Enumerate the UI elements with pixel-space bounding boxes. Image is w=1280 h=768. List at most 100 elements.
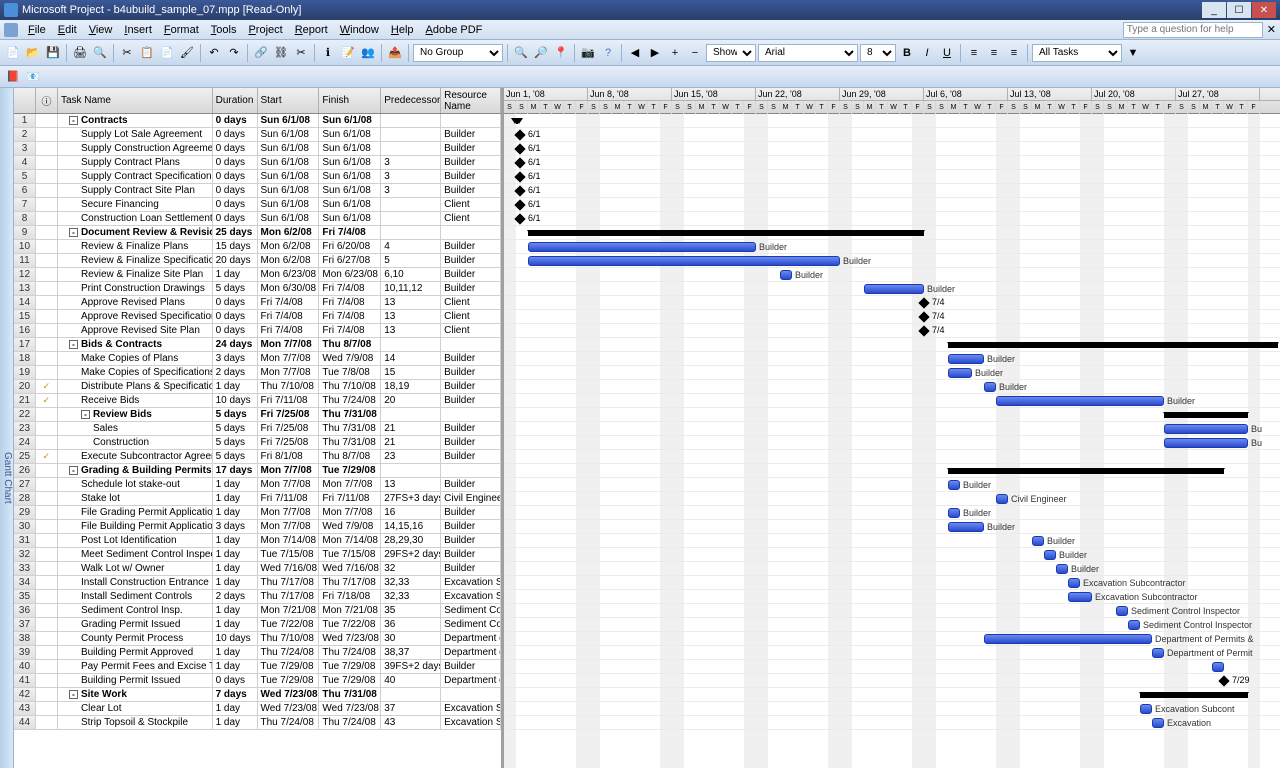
col-header-resource[interactable]: Resource Name (441, 88, 501, 113)
resource-cell[interactable]: Department of P (441, 646, 501, 659)
duration-cell[interactable]: 1 day (213, 478, 258, 491)
outline-toggle[interactable]: - (69, 116, 78, 125)
gantt-row[interactable]: Builder (504, 352, 1280, 366)
task-name-cell[interactable]: Approve Revised Plans (58, 296, 213, 309)
milestone-marker[interactable] (514, 143, 525, 154)
task-name-cell[interactable]: -Grading & Building Permits (58, 464, 213, 477)
finish-cell[interactable]: Mon 7/21/08 (319, 604, 381, 617)
gantt-row[interactable]: Builder (504, 478, 1280, 492)
resource-cell[interactable]: Builder (441, 352, 501, 365)
finish-cell[interactable]: Fri 7/11/08 (319, 492, 381, 505)
resource-cell[interactable]: Builder (441, 170, 501, 183)
start-cell[interactable]: Mon 7/7/08 (258, 506, 320, 519)
predecessors-cell[interactable]: 38,37 (381, 646, 441, 659)
gantt-row[interactable]: Builder (504, 394, 1280, 408)
resource-cell[interactable]: Builder (441, 128, 501, 141)
table-row[interactable]: 7Secure Financing0 daysSun 6/1/08Sun 6/1… (14, 198, 501, 212)
task-name-cell[interactable]: Supply Contract Specifications (58, 170, 213, 183)
table-row[interactable]: 17-Bids & Contracts24 daysMon 7/7/08Thu … (14, 338, 501, 352)
task-name-cell[interactable]: Make Copies of Specifications (58, 366, 213, 379)
task-name-cell[interactable]: Supply Contract Site Plan (58, 184, 213, 197)
pdf-mail-button[interactable]: 📧 (24, 68, 42, 86)
resource-cell[interactable]: Builder (441, 156, 501, 169)
col-header-start[interactable]: Start (258, 88, 320, 113)
underline-button[interactable]: U (938, 44, 956, 62)
finish-cell[interactable]: Fri 7/4/08 (319, 226, 381, 239)
milestone-marker[interactable] (514, 185, 525, 196)
start-cell[interactable]: Mon 7/7/08 (258, 464, 320, 477)
predecessors-cell[interactable] (381, 226, 441, 239)
predecessors-cell[interactable]: 40 (381, 674, 441, 687)
duration-cell[interactable]: 1 day (213, 604, 258, 617)
duration-cell[interactable]: 0 days (213, 128, 258, 141)
finish-cell[interactable]: Fri 7/4/08 (319, 296, 381, 309)
predecessors-cell[interactable]: 15 (381, 366, 441, 379)
align-left-button[interactable]: ≡ (965, 44, 983, 62)
gantt-row[interactable]: Builder (504, 562, 1280, 576)
predecessors-cell[interactable]: 16 (381, 506, 441, 519)
predecessors-cell[interactable] (381, 198, 441, 211)
gantt-row[interactable]: Department of Permits & (504, 632, 1280, 646)
predecessors-cell[interactable]: 3 (381, 156, 441, 169)
menu-window[interactable]: Window (334, 24, 385, 36)
task-name-cell[interactable]: -Document Review & Revision (58, 226, 213, 239)
duration-cell[interactable]: 1 day (213, 618, 258, 631)
outline-toggle[interactable]: - (81, 410, 90, 419)
duration-cell[interactable]: 1 day (213, 576, 258, 589)
start-cell[interactable]: Mon 7/7/08 (258, 352, 320, 365)
resource-cell[interactable]: Builder (441, 380, 501, 393)
timescale[interactable]: Jun 1, '08Jun 8, '08Jun 15, '08Jun 22, '… (504, 88, 1280, 114)
resource-cell[interactable]: Excavation Sub (441, 716, 501, 729)
predecessors-cell[interactable]: 4 (381, 240, 441, 253)
task-bar[interactable]: Builder (948, 480, 960, 490)
task-name-cell[interactable]: Supply Lot Sale Agreement (58, 128, 213, 141)
finish-cell[interactable]: Sun 6/1/08 (319, 128, 381, 141)
finish-cell[interactable]: Thu 7/31/08 (319, 688, 381, 701)
duration-cell[interactable]: 7 days (213, 688, 258, 701)
gantt-row[interactable]: Builder (504, 534, 1280, 548)
finish-cell[interactable]: Tue 7/22/08 (319, 618, 381, 631)
copy-button[interactable]: 📋 (138, 44, 156, 62)
table-row[interactable]: 25✓Execute Subcontractor Agreements5 day… (14, 450, 501, 464)
duration-cell[interactable]: 0 days (213, 310, 258, 323)
resource-cell[interactable]: Excavation Sub (441, 576, 501, 589)
duration-cell[interactable]: 1 day (213, 380, 258, 393)
align-right-button[interactable]: ≡ (1005, 44, 1023, 62)
start-cell[interactable]: Sun 6/1/08 (258, 128, 320, 141)
print-button[interactable]: 🖨 (71, 44, 89, 62)
finish-cell[interactable]: Thu 8/7/08 (319, 450, 381, 463)
resource-cell[interactable]: Builder (441, 282, 501, 295)
predecessors-cell[interactable]: 14 (381, 352, 441, 365)
task-name-cell[interactable]: Meet Sediment Control Inspector (58, 548, 213, 561)
table-row[interactable]: 44Strip Topsoil & Stockpile1 dayThu 7/24… (14, 716, 501, 730)
duration-cell[interactable]: 1 day (213, 562, 258, 575)
predecessors-cell[interactable]: 23 (381, 450, 441, 463)
predecessors-cell[interactable]: 6,10 (381, 268, 441, 281)
task-bar[interactable]: Sediment Control Inspector (1128, 620, 1140, 630)
finish-cell[interactable]: Tue 7/29/08 (319, 464, 381, 477)
new-button[interactable]: 📄 (4, 44, 22, 62)
table-row[interactable]: 11Review & Finalize Specifications20 day… (14, 254, 501, 268)
resource-cell[interactable]: Builder (441, 520, 501, 533)
menu-report[interactable]: Report (289, 24, 334, 36)
finish-cell[interactable]: Thu 7/24/08 (319, 394, 381, 407)
start-cell[interactable]: Tue 7/22/08 (258, 618, 320, 631)
gantt-row[interactable]: Builder (504, 380, 1280, 394)
predecessors-cell[interactable] (381, 212, 441, 225)
start-cell[interactable]: Fri 7/11/08 (258, 492, 320, 505)
bold-button[interactable]: B (898, 44, 916, 62)
gantt-row[interactable]: 6/1 (504, 212, 1280, 226)
gantt-row[interactable]: 6/1 (504, 170, 1280, 184)
predecessors-cell[interactable]: 13 (381, 478, 441, 491)
filter-combo[interactable]: All Tasks (1032, 44, 1122, 62)
summary-bar[interactable] (948, 342, 1278, 348)
task-name-cell[interactable]: Approve Revised Site Plan (58, 324, 213, 337)
col-header-id[interactable] (14, 88, 36, 113)
task-name-cell[interactable]: Approve Revised Specifications (58, 310, 213, 323)
resource-cell[interactable]: Builder (441, 562, 501, 575)
task-bar[interactable]: Excavation Subcontractor (1068, 592, 1092, 602)
task-bar[interactable]: Builder (1032, 536, 1044, 546)
predecessors-cell[interactable] (381, 408, 441, 421)
duration-cell[interactable]: 0 days (213, 170, 258, 183)
finish-cell[interactable]: Sun 6/1/08 (319, 142, 381, 155)
